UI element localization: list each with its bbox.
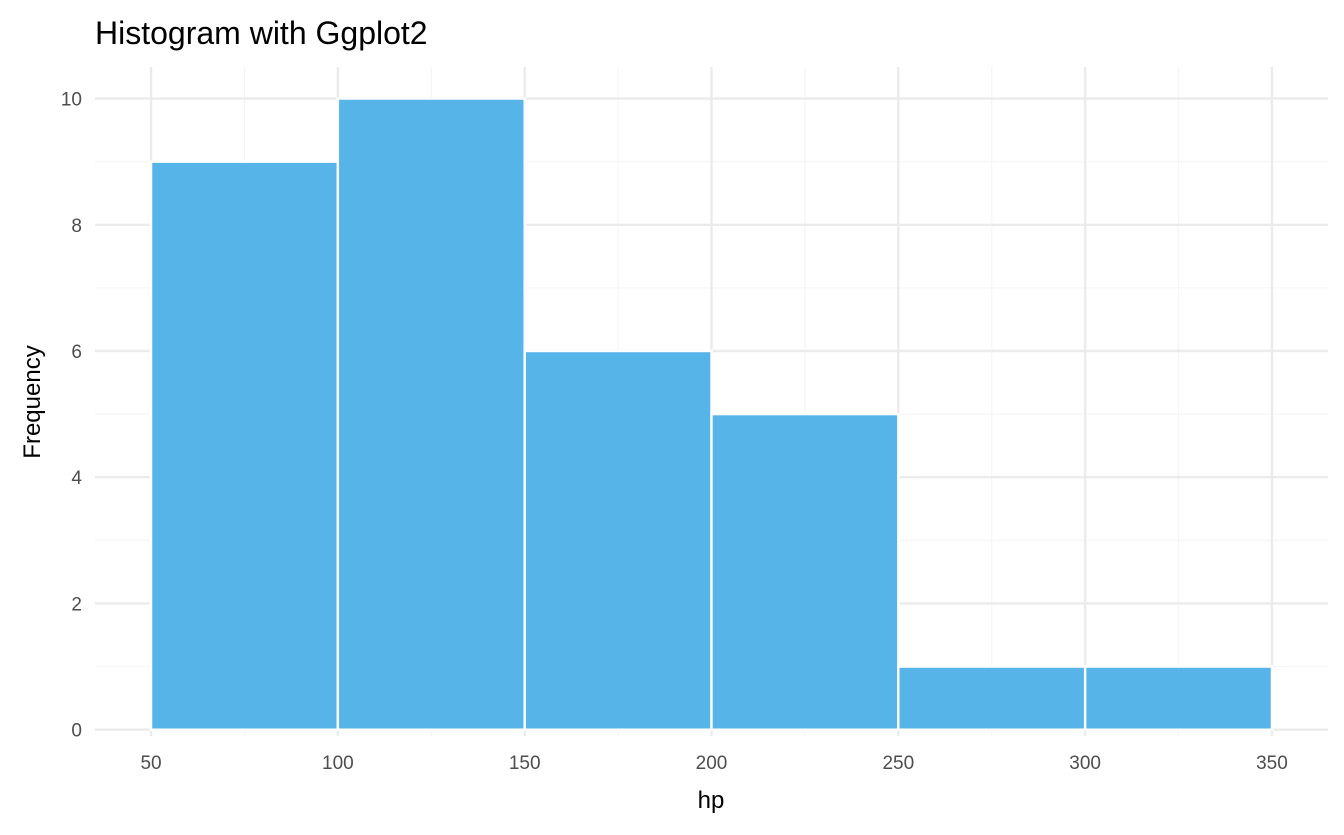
y-tick-label: 0 [71,721,82,742]
x-tick-label: 300 [1069,753,1101,774]
y-tick-label: 2 [71,594,82,615]
x-tick-label: 100 [322,753,354,774]
x-axis-ticks: 50 100 150 200 250 300 350 [140,753,1287,774]
histogram-bar-2 [523,349,713,731]
bars-layer [149,97,1274,731]
histogram-bar-1 [336,97,526,731]
histogram-bar-5 [1083,665,1274,731]
y-tick-label: 6 [71,342,82,363]
x-tick-label: 200 [696,753,728,774]
x-tick-label: 350 [1256,753,1288,774]
y-tick-label: 10 [61,90,82,111]
x-tick-label: 250 [882,753,914,774]
histogram-bar-3 [710,412,900,731]
y-axis-ticks: 0 2 4 6 8 10 [61,90,83,742]
histogram-bar-4 [897,665,1087,731]
chart-title: Histogram with Ggplot2 [95,15,428,51]
y-tick-label: 8 [71,216,82,237]
x-tick-label: 50 [140,753,161,774]
y-axis-title: Frequency [19,345,46,458]
x-tick-label: 150 [509,753,541,774]
y-tick-label: 4 [71,468,82,489]
histogram-bar-0 [149,160,340,731]
x-axis-title: hp [698,787,725,814]
